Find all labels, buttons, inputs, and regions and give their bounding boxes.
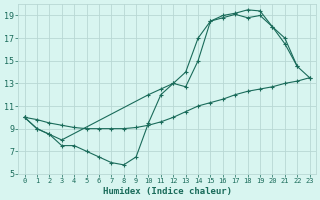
X-axis label: Humidex (Indice chaleur): Humidex (Indice chaleur) (103, 187, 232, 196)
